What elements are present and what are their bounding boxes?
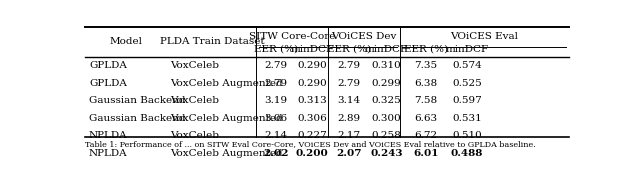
Text: VoxCeleb Augmented: VoxCeleb Augmented: [170, 149, 282, 158]
Text: minDCF: minDCF: [445, 45, 488, 54]
Text: GPLDA: GPLDA: [89, 61, 127, 70]
Text: 2.79: 2.79: [337, 79, 361, 88]
Text: SITW Core-Core: SITW Core-Core: [249, 32, 335, 41]
Text: 2.14: 2.14: [264, 131, 287, 140]
Text: EER (%): EER (%): [254, 45, 298, 54]
Text: EER (%): EER (%): [327, 45, 371, 54]
Text: 2.79: 2.79: [264, 79, 287, 88]
Text: 2.07: 2.07: [337, 149, 362, 158]
Text: 2.17: 2.17: [337, 131, 361, 140]
Text: 3.06: 3.06: [264, 114, 287, 123]
Text: EER (%): EER (%): [404, 45, 448, 54]
Text: 3.19: 3.19: [264, 96, 287, 105]
Text: 2.02: 2.02: [263, 149, 289, 158]
Text: 0.200: 0.200: [296, 149, 328, 158]
Text: 0.531: 0.531: [452, 114, 482, 123]
Text: VOiCES Eval: VOiCES Eval: [451, 32, 518, 41]
Text: 7.35: 7.35: [414, 61, 438, 70]
Text: 2.79: 2.79: [264, 61, 287, 70]
Text: Table 1: Performance of ... on SITW Eval Core-Core, VOiCES Dev and VOiCES Eval r: Table 1: Performance of ... on SITW Eval…: [85, 141, 536, 149]
Text: 2.89: 2.89: [337, 114, 361, 123]
Text: 0.299: 0.299: [371, 79, 401, 88]
Text: NPLDA: NPLDA: [89, 131, 127, 140]
Text: 0.227: 0.227: [297, 131, 327, 140]
Text: 0.300: 0.300: [371, 114, 401, 123]
Text: 0.597: 0.597: [452, 96, 482, 105]
Text: Gaussian Backend: Gaussian Backend: [89, 96, 186, 105]
Text: 0.525: 0.525: [452, 79, 482, 88]
Text: 0.310: 0.310: [371, 61, 401, 70]
Text: 7.58: 7.58: [414, 96, 438, 105]
Text: 0.313: 0.313: [297, 96, 327, 105]
Text: PLDA Train Dataset: PLDA Train Dataset: [161, 37, 265, 46]
Text: 0.574: 0.574: [452, 61, 482, 70]
Text: 0.243: 0.243: [370, 149, 403, 158]
Text: VoxCeleb Augmented: VoxCeleb Augmented: [170, 79, 282, 88]
Text: 0.258: 0.258: [371, 131, 401, 140]
Text: 0.510: 0.510: [452, 131, 482, 140]
Text: 0.306: 0.306: [297, 114, 327, 123]
Text: minDCF: minDCF: [365, 45, 408, 54]
Text: VoxCeleb: VoxCeleb: [170, 131, 219, 140]
Text: 0.290: 0.290: [297, 79, 327, 88]
Text: 0.290: 0.290: [297, 61, 327, 70]
Text: VoxCeleb Augmented: VoxCeleb Augmented: [170, 114, 282, 123]
Text: VOiCES Dev: VOiCES Dev: [332, 32, 397, 41]
Text: minDCF: minDCF: [291, 45, 333, 54]
Text: Gaussian Backend: Gaussian Backend: [89, 114, 186, 123]
Text: 6.63: 6.63: [414, 114, 438, 123]
Text: 0.488: 0.488: [451, 149, 483, 158]
Text: 3.14: 3.14: [337, 96, 361, 105]
Text: 2.79: 2.79: [337, 61, 361, 70]
Text: GPLDA: GPLDA: [89, 79, 127, 88]
Text: VoxCeleb: VoxCeleb: [170, 61, 219, 70]
Text: 6.72: 6.72: [414, 131, 438, 140]
Text: 0.325: 0.325: [371, 96, 401, 105]
Text: 6.01: 6.01: [413, 149, 438, 158]
Text: VoxCeleb: VoxCeleb: [170, 96, 219, 105]
Text: Model: Model: [110, 37, 143, 46]
Text: NPLDA: NPLDA: [89, 149, 127, 158]
Text: 6.38: 6.38: [414, 79, 438, 88]
